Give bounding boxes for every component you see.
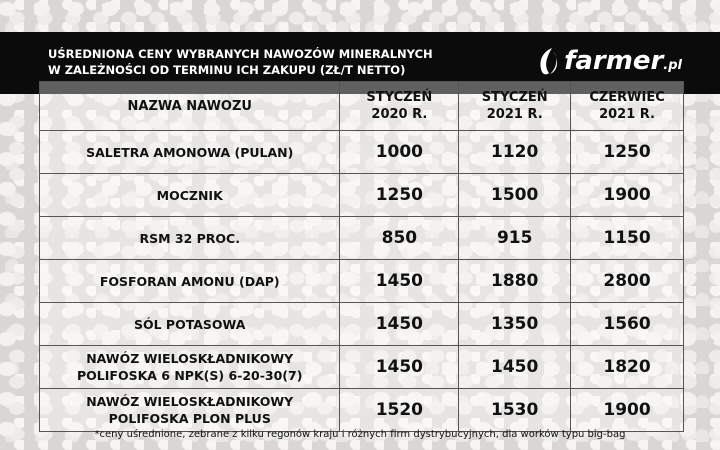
- price-cell: 1880: [458, 259, 572, 303]
- price-cell: 1450: [339, 259, 460, 303]
- column-header-text: CZERWIEC: [589, 90, 665, 105]
- price-cell: 1900: [570, 173, 684, 217]
- column-header: STYCZEŃ 2020 R.: [339, 81, 460, 131]
- table-row: SALETRA AMONOWA (PULAN) 1000 1120 1250: [38, 130, 684, 174]
- table-row: RSM 32 PROC. 850 915 1150: [38, 216, 684, 260]
- fertilizer-price-table: NAZWA NAWOZU STYCZEŃ 2020 R. STYCZEŃ 2021 R.…: [38, 81, 684, 432]
- price-cell: 1350: [458, 302, 572, 346]
- fertilizer-name: NAWÓZ WIELOSKŁADNIKOWY POLIFOSKA 6 NPK(S)…: [38, 345, 341, 389]
- farmer-logo: farmer.pl: [538, 46, 682, 76]
- price-cell: 2800: [570, 259, 684, 303]
- price-cell: 1450: [458, 345, 572, 389]
- column-header-text: 2021 R.: [486, 107, 543, 122]
- fertilizer-name-text: FOSFORAN AMONU (DAP): [99, 273, 280, 289]
- fertilizer-name-text: POLIFOSKA PLON PLUS: [108, 411, 271, 426]
- column-header: CZERWIEC 2021 R.: [570, 81, 684, 131]
- fertilizer-name: FOSFORAN AMONU (DAP): [38, 259, 341, 303]
- column-header-text: 2020 R.: [371, 107, 428, 122]
- price-cell: 1150: [570, 216, 684, 260]
- price-cell: 1450: [339, 345, 460, 389]
- column-header-text: NAZWA NAWOZU: [127, 98, 252, 114]
- table-row: FOSFORAN AMONU (DAP) 1450 1880 2800: [38, 259, 684, 303]
- price-cell: 1520: [339, 388, 460, 432]
- fertilizer-name-text: RSM 32 PROC.: [139, 230, 240, 246]
- fertilizer-name: RSM 32 PROC.: [38, 216, 341, 260]
- price-cell: 1450: [339, 302, 460, 346]
- price-cell: 1250: [570, 130, 684, 174]
- column-header: STYCZEŃ 2021 R.: [458, 81, 572, 131]
- price-cell: 1120: [458, 130, 572, 174]
- price-cell: 915: [458, 216, 572, 260]
- price-cell: 1250: [339, 173, 460, 217]
- column-header-text: STYCZEŃ: [366, 90, 433, 105]
- fertilizer-name: SALETRA AMONOWA (PULAN): [38, 130, 341, 174]
- column-header: NAZWA NAWOZU: [38, 81, 341, 131]
- footnote: *ceny uśrednione, zebrane z kilku regonó…: [94, 429, 626, 440]
- table-header-row: NAZWA NAWOZU STYCZEŃ 2020 R. STYCZEŃ 2021 R.…: [38, 81, 684, 131]
- price-cell: 1530: [458, 388, 572, 432]
- fertilizer-name-text: SÓL POTASOWA: [133, 316, 246, 332]
- fertilizer-name-text: MOCZNIK: [156, 187, 223, 203]
- fertilizer-name: NAWÓZ WIELOSKŁADNIKOWY POLIFOSKA PLON PLU…: [38, 388, 341, 432]
- fertilizer-name-text: NAWÓZ WIELOSKŁADNIKOWY: [86, 351, 294, 366]
- price-cell: 1000: [339, 130, 460, 174]
- fertilizer-name: SÓL POTASOWA: [38, 302, 341, 346]
- fertilizer-name-text: NAWÓZ WIELOSKŁADNIKOWY: [86, 394, 294, 409]
- table-row: NAWÓZ WIELOSKŁADNIKOWY POLIFOSKA 6 NPK(S)…: [38, 345, 684, 389]
- table-row: NAWÓZ WIELOSKŁADNIKOWY POLIFOSKA PLON PLU…: [38, 388, 684, 432]
- price-cell: 1500: [458, 173, 572, 217]
- fertilizer-name-text: SALETRA AMONOWA (PULAN): [86, 144, 294, 160]
- price-cell: 1820: [570, 345, 684, 389]
- price-cell: 1900: [570, 388, 684, 432]
- fertilizer-name-text: POLIFOSKA 6 NPK(S) 6-20-30(7): [77, 368, 303, 383]
- table-row: SÓL POTASOWA 1450 1350 1560: [38, 302, 684, 346]
- table-row: MOCZNIK 1250 1500 1900: [38, 173, 684, 217]
- page-title: UŚREDNIONA CENY WYBRANYCH NAWOZÓW MINERA…: [48, 47, 433, 77]
- column-header-text: 2021 R.: [599, 107, 655, 122]
- price-cell: 850: [339, 216, 460, 260]
- column-header-text: STYCZEŃ: [481, 90, 548, 105]
- leaf-icon: [540, 48, 558, 75]
- fertilizer-name: MOCZNIK: [38, 173, 341, 217]
- price-cell: 1560: [570, 302, 684, 346]
